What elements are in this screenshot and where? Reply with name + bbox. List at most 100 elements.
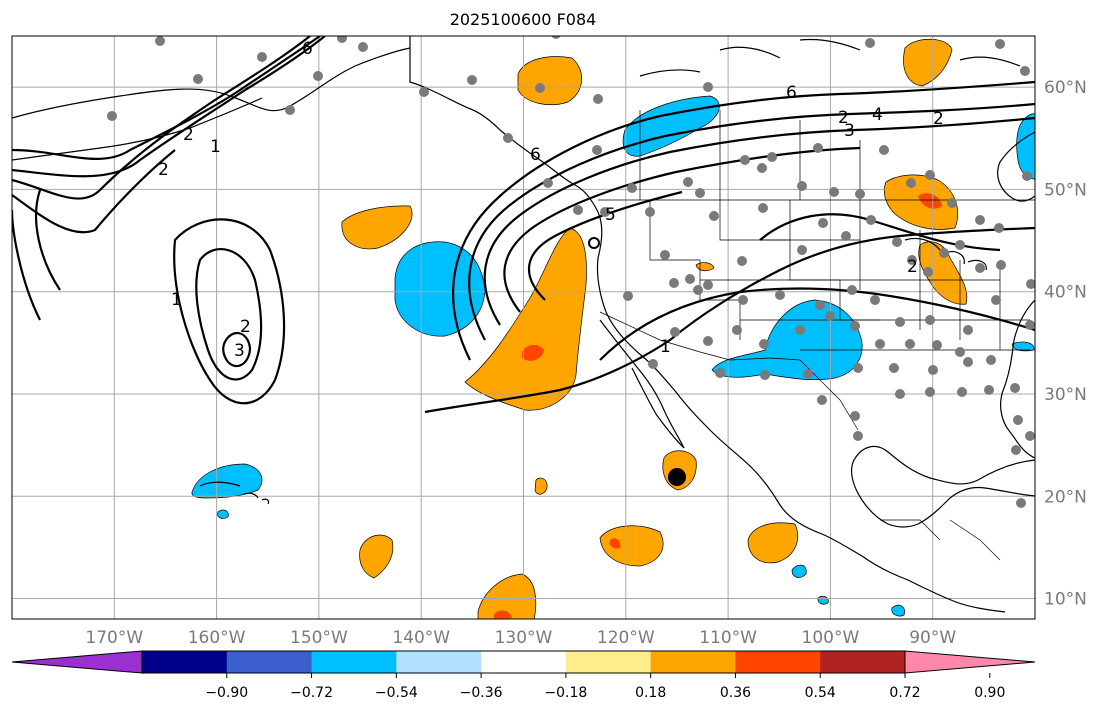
observation-dots (107, 36, 1035, 508)
canada-archipelago (639, 38, 1021, 77)
negative-anomaly-region (191, 463, 263, 499)
contour-label: 2 (907, 257, 918, 277)
colorbar-segment (481, 651, 567, 673)
north-america-coastline (409, 36, 1006, 613)
observation-dot (892, 237, 902, 247)
colorbar: −0.90 −0.72 −0.54 −0.36 −0.18 0.18 0.36 0.54 0.7… (11, 650, 1036, 701)
observation-dot (693, 285, 703, 295)
observation-dot (817, 395, 827, 405)
contour-line-4 (12, 149, 176, 234)
negative-anomaly-region (817, 595, 829, 605)
observation-dot (419, 87, 429, 97)
strong-anomaly-core (494, 610, 512, 619)
positive-anomaly-region (517, 56, 582, 105)
longitude-tick-label: 160°W (188, 628, 246, 648)
coastline-layer (12, 36, 1035, 613)
observation-dot (535, 83, 545, 93)
observation-dot (1022, 171, 1032, 181)
latitude-tick-label: 40°N (1044, 283, 1087, 303)
observation-dot (986, 355, 996, 365)
east-coastline (1000, 299, 1035, 459)
colorbar-tick-label: −0.36 (460, 685, 503, 701)
observation-dot (703, 336, 713, 346)
contour-label: 2 (838, 108, 849, 128)
observation-dot (895, 317, 905, 327)
latitude-labels: 60°N 50°N 40°N 30°N 20°N 10°N (1044, 78, 1087, 609)
colorbar-segment (820, 651, 906, 673)
colorbar-segment (396, 651, 482, 673)
positive-anomaly-region (695, 262, 715, 272)
positive-anomaly-region (341, 205, 413, 250)
observation-dot (963, 325, 973, 335)
observation-dot (683, 177, 693, 187)
longitude-tick-label: 100°W (802, 628, 860, 648)
observation-dot (853, 363, 863, 373)
observation-dot (984, 385, 994, 395)
colorbar-max-extension (904, 650, 1036, 674)
observation-dot (847, 285, 857, 295)
colorbar-tick-label: 0.54 (805, 685, 836, 701)
observation-dot (758, 203, 768, 213)
colorbar-tick-label: 0.18 (635, 685, 666, 701)
colorbar-outline (141, 650, 906, 674)
colorbar-segment (142, 651, 228, 673)
colorbar-min-extension (11, 650, 143, 674)
contour-line-trough-1 (424, 226, 1035, 414)
latitude-tick-label: 30°N (1044, 385, 1087, 405)
contour-line-closed-low-core (222, 331, 252, 368)
observation-dot (573, 205, 583, 215)
contour-label: 6 (302, 39, 313, 59)
observation-dot (932, 340, 942, 350)
observation-dot (593, 94, 603, 104)
colorbar-segment (226, 651, 313, 673)
observation-dot (905, 339, 915, 349)
observation-dot (670, 327, 680, 337)
longitude-tick-label: 120°W (597, 628, 655, 648)
longitude-tick-label: 150°W (290, 628, 348, 648)
observation-dot (695, 188, 705, 198)
contour-label: 3 (234, 341, 245, 361)
contour-line-trough-3 (468, 102, 1035, 341)
negative-anomaly-region (1011, 341, 1035, 352)
contour-line-closed-low (173, 218, 286, 405)
map-frame (11, 35, 1036, 620)
observation-dot (1026, 279, 1035, 289)
gulf-coastline (850, 445, 1035, 528)
contour-line-trough-6 (527, 190, 683, 301)
contour-line-closed-low-inner (195, 248, 263, 381)
observation-dot (1010, 383, 1020, 393)
contour-line-trough-5 (503, 146, 861, 313)
observation-dot (947, 198, 957, 208)
colorbar-tick-label: −0.54 (375, 685, 418, 701)
contour-label: 1 (171, 290, 182, 310)
observation-dot (715, 368, 725, 378)
latitude-tick-label: 50°N (1044, 180, 1087, 200)
contour-line-2 (12, 36, 326, 291)
negative-anomaly-region (891, 604, 905, 617)
contour-label: 6 (786, 83, 797, 103)
observation-dot (1020, 66, 1030, 76)
positive-anomaly-region (464, 227, 587, 411)
observation-dot (503, 133, 513, 143)
observation-dot (623, 291, 633, 301)
observation-dot (257, 52, 267, 62)
observation-dot (313, 71, 323, 81)
observation-dot (155, 36, 165, 46)
observation-dot (865, 38, 875, 48)
observation-dot (627, 183, 637, 193)
observation-dot (850, 321, 860, 331)
colorbar-tick-label: 0.36 (720, 685, 751, 701)
observation-dot (815, 300, 825, 310)
observation-dot (991, 295, 1001, 305)
observation-dot (703, 82, 713, 92)
observation-dot (740, 155, 750, 165)
observation-dot (825, 311, 835, 321)
colorbar-tick-label: −0.72 (290, 685, 333, 701)
gridlines (12, 36, 1035, 619)
observation-dot (648, 359, 658, 369)
contour-label: 2 (933, 109, 944, 129)
observation-dot (543, 178, 553, 188)
colorbar-segment (735, 651, 821, 673)
observation-dot (963, 357, 973, 367)
